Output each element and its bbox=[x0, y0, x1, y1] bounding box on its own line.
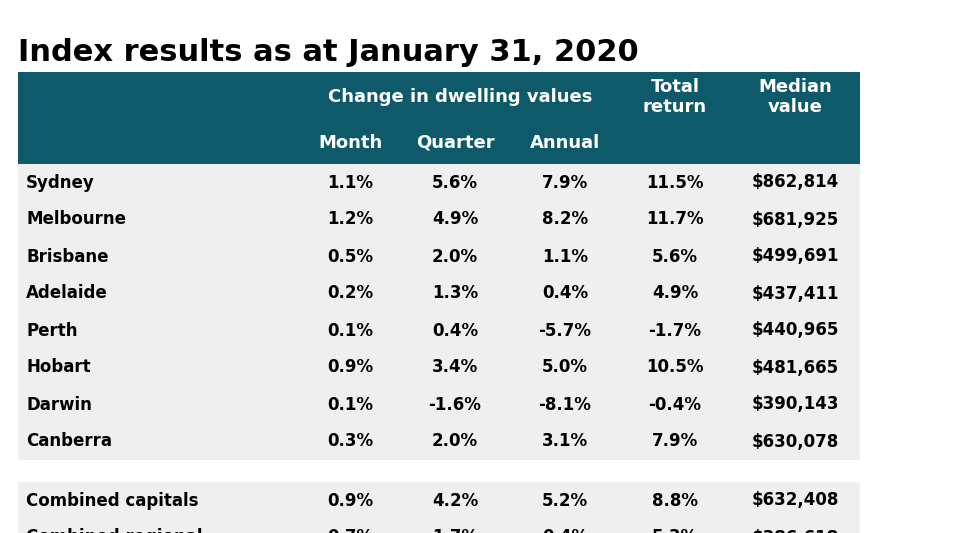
Text: 5.0%: 5.0% bbox=[542, 359, 588, 376]
Bar bbox=[18, 386, 860, 423]
Text: 0.7%: 0.7% bbox=[327, 529, 373, 533]
Text: 2.0%: 2.0% bbox=[432, 247, 478, 265]
Text: -1.6%: -1.6% bbox=[428, 395, 481, 414]
Text: Melbourne: Melbourne bbox=[26, 211, 126, 229]
Text: Change in dwelling values: Change in dwelling values bbox=[327, 88, 592, 106]
Text: 7.9%: 7.9% bbox=[652, 432, 698, 450]
Text: 1.3%: 1.3% bbox=[432, 285, 478, 303]
Text: 10.5%: 10.5% bbox=[646, 359, 704, 376]
Text: 1.2%: 1.2% bbox=[327, 211, 373, 229]
Text: 11.5%: 11.5% bbox=[646, 174, 704, 191]
Text: 0.9%: 0.9% bbox=[327, 491, 373, 510]
Text: 5.6%: 5.6% bbox=[652, 247, 698, 265]
Text: Quarter: Quarter bbox=[416, 134, 494, 152]
Text: -8.1%: -8.1% bbox=[539, 395, 591, 414]
Text: 1.1%: 1.1% bbox=[542, 247, 588, 265]
Bar bbox=[18, 164, 860, 201]
Text: $481,665: $481,665 bbox=[752, 359, 839, 376]
Text: 0.1%: 0.1% bbox=[327, 321, 373, 340]
Text: $632,408: $632,408 bbox=[752, 491, 839, 510]
Text: Index results as at January 31, 2020: Index results as at January 31, 2020 bbox=[18, 38, 638, 67]
Text: 1.7%: 1.7% bbox=[432, 529, 478, 533]
Text: 0.2%: 0.2% bbox=[327, 285, 373, 303]
Text: $681,925: $681,925 bbox=[752, 211, 839, 229]
Bar bbox=[18, 460, 860, 482]
Text: -5.7%: -5.7% bbox=[539, 321, 591, 340]
Text: $630,078: $630,078 bbox=[752, 432, 839, 450]
Text: -1.7%: -1.7% bbox=[649, 321, 702, 340]
Text: -0.4%: -0.4% bbox=[649, 395, 702, 414]
Text: 1.1%: 1.1% bbox=[327, 174, 373, 191]
Text: 2.0%: 2.0% bbox=[432, 432, 478, 450]
Text: 0.9%: 0.9% bbox=[327, 359, 373, 376]
Text: Month: Month bbox=[318, 134, 382, 152]
Text: Perth: Perth bbox=[26, 321, 78, 340]
Text: Sydney: Sydney bbox=[26, 174, 95, 191]
Text: 8.8%: 8.8% bbox=[652, 491, 698, 510]
Text: 0.4%: 0.4% bbox=[542, 285, 588, 303]
Text: $437,411: $437,411 bbox=[752, 285, 839, 303]
Text: 0.4%: 0.4% bbox=[432, 321, 478, 340]
Text: Darwin: Darwin bbox=[26, 395, 92, 414]
Text: 5.6%: 5.6% bbox=[432, 174, 478, 191]
Text: Adelaide: Adelaide bbox=[26, 285, 108, 303]
Text: $390,143: $390,143 bbox=[752, 395, 839, 414]
Text: Brisbane: Brisbane bbox=[26, 247, 108, 265]
Text: 4.2%: 4.2% bbox=[432, 491, 478, 510]
Text: Combined regional: Combined regional bbox=[26, 529, 203, 533]
Text: 0.5%: 0.5% bbox=[327, 247, 373, 265]
Text: 5.2%: 5.2% bbox=[542, 491, 588, 510]
Text: $386,618: $386,618 bbox=[752, 529, 839, 533]
Bar bbox=[18, 201, 860, 238]
Text: $862,814: $862,814 bbox=[752, 174, 839, 191]
Bar bbox=[18, 238, 860, 275]
Text: $499,691: $499,691 bbox=[752, 247, 839, 265]
Text: Canberra: Canberra bbox=[26, 432, 112, 450]
Text: Hobart: Hobart bbox=[26, 359, 90, 376]
Bar bbox=[18, 423, 860, 460]
Text: 0.4%: 0.4% bbox=[542, 529, 588, 533]
Bar bbox=[18, 349, 860, 386]
Text: Median
value: Median value bbox=[758, 78, 832, 116]
Bar bbox=[18, 312, 860, 349]
Text: 4.9%: 4.9% bbox=[652, 285, 698, 303]
Text: $440,965: $440,965 bbox=[752, 321, 839, 340]
Bar bbox=[18, 275, 860, 312]
Text: Annual: Annual bbox=[530, 134, 600, 152]
Bar bbox=[18, 72, 860, 164]
Text: 7.9%: 7.9% bbox=[541, 174, 588, 191]
Text: 4.9%: 4.9% bbox=[432, 211, 478, 229]
Text: 0.3%: 0.3% bbox=[327, 432, 373, 450]
Text: 5.3%: 5.3% bbox=[652, 529, 698, 533]
Text: 0.1%: 0.1% bbox=[327, 395, 373, 414]
Text: Total
return: Total return bbox=[643, 78, 708, 116]
Bar bbox=[18, 519, 860, 533]
Text: 3.1%: 3.1% bbox=[542, 432, 588, 450]
Text: 11.7%: 11.7% bbox=[646, 211, 704, 229]
Text: Combined capitals: Combined capitals bbox=[26, 491, 199, 510]
Bar bbox=[18, 482, 860, 519]
Text: 3.4%: 3.4% bbox=[432, 359, 478, 376]
Text: 8.2%: 8.2% bbox=[542, 211, 588, 229]
